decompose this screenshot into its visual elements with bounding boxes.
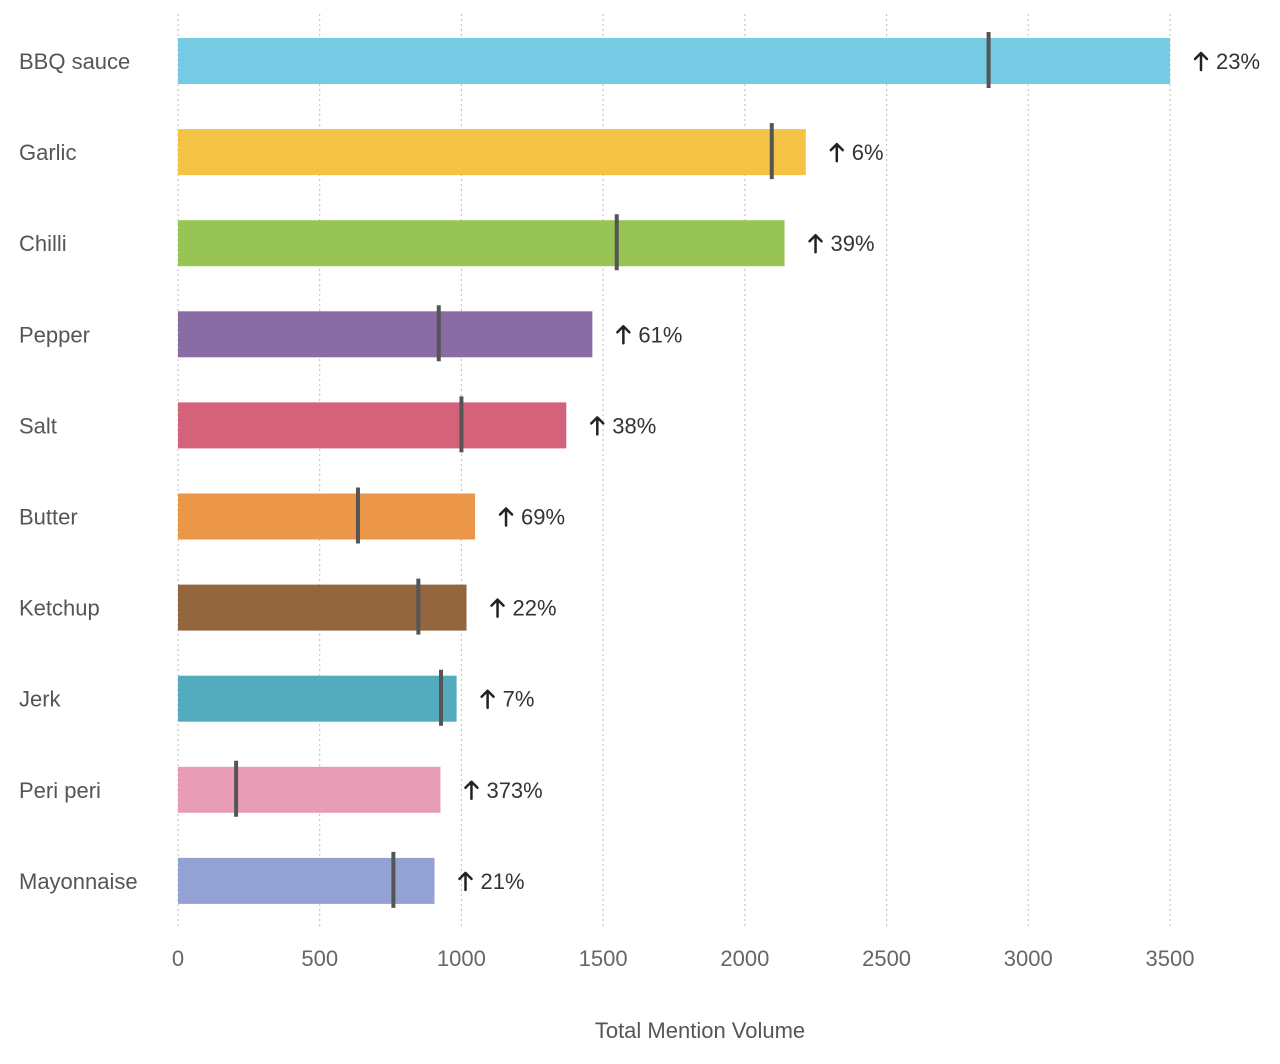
arrow-up-icon bbox=[808, 233, 823, 254]
arrow-up-icon bbox=[480, 689, 495, 709]
bar bbox=[178, 311, 593, 358]
change-label-group: 23% bbox=[1193, 49, 1260, 74]
category-label: Garlic bbox=[19, 140, 76, 165]
arrow-up-icon bbox=[590, 416, 605, 436]
change-percent: 7% bbox=[503, 687, 535, 712]
category-label: Salt bbox=[19, 413, 57, 438]
category-label: Mayonnaise bbox=[19, 869, 138, 894]
change-label-group: 6% bbox=[829, 140, 884, 165]
arrow-up-icon bbox=[498, 507, 514, 527]
change-percent: 21% bbox=[481, 869, 525, 894]
bar bbox=[178, 129, 806, 176]
bars bbox=[178, 38, 1170, 904]
category-label: Jerk bbox=[19, 687, 62, 712]
x-tick-label: 2500 bbox=[862, 946, 911, 971]
change-label-group: 39% bbox=[808, 231, 875, 256]
arrow-up-icon bbox=[829, 142, 845, 163]
change-percent: 6% bbox=[852, 140, 884, 165]
change-label-group: 38% bbox=[590, 413, 656, 438]
arrow-up-icon bbox=[490, 598, 505, 618]
bar bbox=[178, 675, 457, 722]
bar bbox=[178, 584, 467, 631]
change-percent: 38% bbox=[612, 413, 656, 438]
category-label: BBQ sauce bbox=[19, 49, 130, 74]
x-axis-title: Total Mention Volume bbox=[595, 1018, 805, 1043]
change-label-group: 7% bbox=[480, 687, 535, 712]
change-percent: 69% bbox=[521, 505, 565, 530]
category-label: Pepper bbox=[19, 322, 90, 347]
bar bbox=[178, 220, 785, 267]
x-tick-label: 3000 bbox=[1004, 946, 1053, 971]
category-label: Ketchup bbox=[19, 596, 100, 621]
x-tick-label: 1000 bbox=[437, 946, 486, 971]
change-labels: 23% 6% 39% 61% 38% 69% 22% 7% 373% 21% bbox=[458, 49, 1260, 894]
x-tick-label: 0 bbox=[172, 946, 184, 971]
bar bbox=[178, 493, 476, 540]
bar bbox=[178, 402, 567, 449]
category-label: Butter bbox=[19, 505, 78, 530]
arrow-up-icon bbox=[1193, 51, 1209, 72]
arrow-up-icon bbox=[616, 325, 631, 345]
category-label: Peri peri bbox=[19, 778, 101, 803]
previous-markers bbox=[234, 32, 991, 908]
change-label-group: 373% bbox=[464, 778, 543, 803]
bar bbox=[178, 857, 435, 904]
change-percent: 39% bbox=[831, 231, 875, 256]
change-label-group: 69% bbox=[498, 505, 565, 530]
bar bbox=[178, 38, 1170, 84]
bar bbox=[178, 766, 441, 813]
category-label: Chilli bbox=[19, 231, 67, 256]
change-label-group: 22% bbox=[490, 596, 557, 621]
x-tick-label: 500 bbox=[301, 946, 338, 971]
category-labels: BBQ sauce Garlic Chilli Pepper Salt Butter Ket… bbox=[19, 49, 138, 894]
change-label-group: 61% bbox=[616, 322, 682, 347]
arrow-up-icon bbox=[464, 780, 479, 801]
change-percent: 61% bbox=[638, 322, 682, 347]
change-percent: 373% bbox=[486, 778, 542, 803]
change-label-group: 21% bbox=[458, 869, 525, 894]
x-tick-label: 2000 bbox=[720, 946, 769, 971]
x-tick-label: 3500 bbox=[1146, 946, 1195, 971]
arrow-up-icon bbox=[458, 871, 473, 892]
x-axis-ticks: 0 500 1000 1500 2000 2500 3000 3500 bbox=[172, 946, 1195, 971]
change-percent: 23% bbox=[1216, 49, 1260, 74]
change-percent: 22% bbox=[513, 596, 557, 621]
x-tick-label: 1500 bbox=[579, 946, 628, 971]
